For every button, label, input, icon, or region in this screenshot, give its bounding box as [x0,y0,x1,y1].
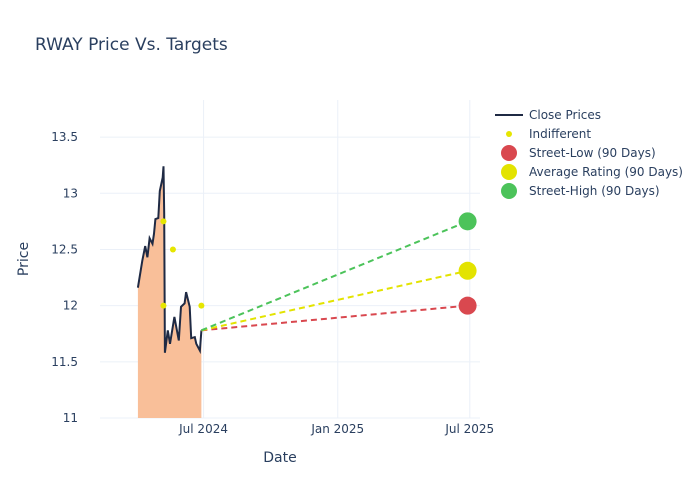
target-trend-line [201,304,468,332]
plot-area [136,166,477,418]
y-tick-label: 12 [63,299,78,313]
target-marker [458,296,477,315]
x-tick-label: Jul 2024 [178,422,228,436]
legend-circle-icon [501,145,517,161]
legend-label: Street-High (90 Days) [529,184,660,198]
y-tick-label: 13 [63,186,78,200]
legend-dot-icon [506,131,512,137]
legend-circle-icon [501,164,517,180]
indifferent-point [198,302,205,309]
target-marker [458,261,477,280]
legend-label: Average Rating (90 Days) [529,165,683,179]
y-tick-label: 11.5 [51,355,78,369]
indifferent-point [160,218,167,225]
indifferent-point [160,302,167,309]
y-tick-label: 11 [63,411,78,425]
x-tick-label: Jul 2025 [444,422,494,436]
grid: 11 11.5 12 12.5 13 13.5 Jul 2024 Jan 2025 Jul 20… [51,100,494,436]
close-price-line [136,166,203,355]
target-trend-line [201,269,468,332]
y-tick-label: 13.5 [51,130,78,144]
legend-label: Indifferent [529,127,591,141]
legend[interactable]: Close Prices Indifferent Street-Low (90 Da… [495,108,683,199]
legend-label: Close Prices [529,108,601,122]
y-tick-label: 12.5 [51,242,78,256]
chart-title: RWAY Price Vs. Targets [35,35,228,55]
close-price-area [137,166,202,418]
x-axis-title: Date [263,450,296,466]
x-tick-label: Jan 2025 [310,422,364,436]
legend-circle-icon [501,183,517,199]
indifferent-point [169,246,176,253]
legend-label: Street-Low (90 Days) [529,146,656,160]
y-axis-title: Price [16,242,32,276]
target-marker [458,212,477,231]
target-trend-line [201,220,468,332]
